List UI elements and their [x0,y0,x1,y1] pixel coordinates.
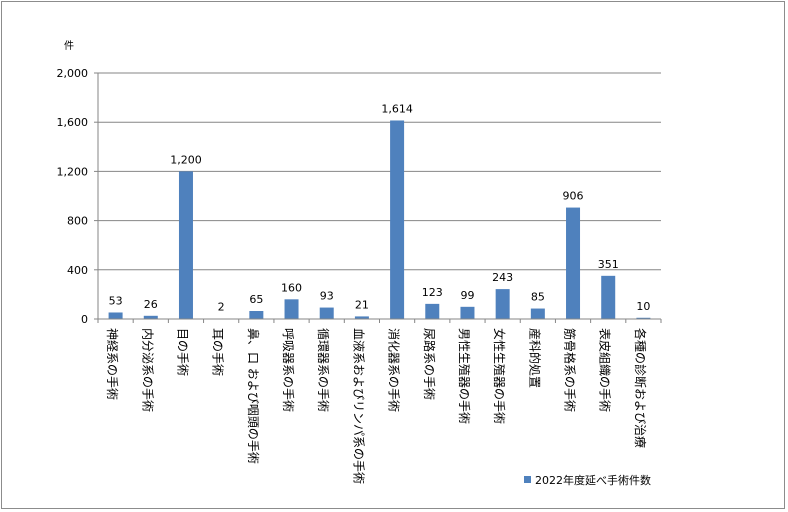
category-label: 内分泌系の手術 [140,328,154,412]
bar [108,312,123,319]
category-label: 鼻、口 および咽頭の手術 [246,328,261,464]
x-axis [97,73,662,323]
bar [284,299,299,319]
data-label: 243 [492,271,513,284]
category-label: 産科的処置 [527,328,542,388]
data-label: 160 [281,281,302,294]
data-label: 65 [249,293,263,306]
y-axis-ticks: 0 400 800 1,200 1,600 2,000 [57,67,98,326]
data-label: 123 [422,286,443,299]
category-label: 筋骨格系の手術 [563,328,578,412]
category-label: 呼吸器系の手術 [281,328,295,412]
bar [460,306,475,319]
bar [354,316,369,319]
data-label: 1,200 [170,153,202,166]
data-label: 93 [320,290,334,303]
legend-swatch [524,476,531,483]
bar [425,303,440,319]
data-label: 351 [598,258,619,271]
category-labels: 神経系の手術 内分泌系の手術 目の手術 耳の手術 鼻、口 および咽頭の手術 呼吸器系の手術… [105,328,648,484]
y-tick-label: 0 [81,313,88,326]
legend: 2022年度延べ手術件数 [524,473,651,487]
data-label: 21 [355,298,369,311]
category-label: 耳の手術 [211,328,225,376]
y-tick-label: 1,200 [57,165,89,178]
bar [495,289,510,319]
y-tick-label: 1,600 [57,116,89,129]
category-label: 表皮組織の手術 [598,328,612,412]
category-label: 消化器系の手術 [387,328,401,412]
y-tick-label: 2,000 [57,67,89,80]
data-label: 10 [636,300,650,313]
bar [390,120,405,319]
data-label: 1,614 [381,102,413,115]
y-tick-label: 800 [67,215,88,228]
data-label: 53 [109,294,123,307]
category-label: 目の手術 [175,328,189,376]
category-label: 血液系およびリンパ系の手術 [351,328,366,484]
bar [319,307,334,319]
bar [566,207,581,319]
legend-label: 2022年度延べ手術件数 [535,473,651,487]
data-label: 99 [460,289,474,302]
category-label: 神経系の手術 [105,328,119,400]
data-label: 2 [218,301,225,314]
bar [143,315,158,319]
category-label: 男性生殖器の手術 [457,328,472,424]
bar [601,275,616,319]
bar [530,308,545,319]
data-label: 85 [531,291,545,304]
y-tick-label: 400 [67,264,88,277]
bar [249,311,264,319]
data-label: 906 [563,190,584,203]
bar [178,171,193,319]
category-label: 尿路系の手術 [422,328,437,400]
bars [108,120,651,319]
bar [636,317,651,319]
category-label: 循環器系の手術 [316,328,330,412]
data-labels: 53 26 1,200 2 65 160 93 21 1,614 123 99 243 85 906 351… [109,102,651,313]
y-unit-label: 件 [64,40,74,52]
category-label: 女性生殖器の手術 [492,328,507,424]
category-label: 各種の診断および治療 [633,328,648,448]
data-label: 26 [144,298,158,311]
